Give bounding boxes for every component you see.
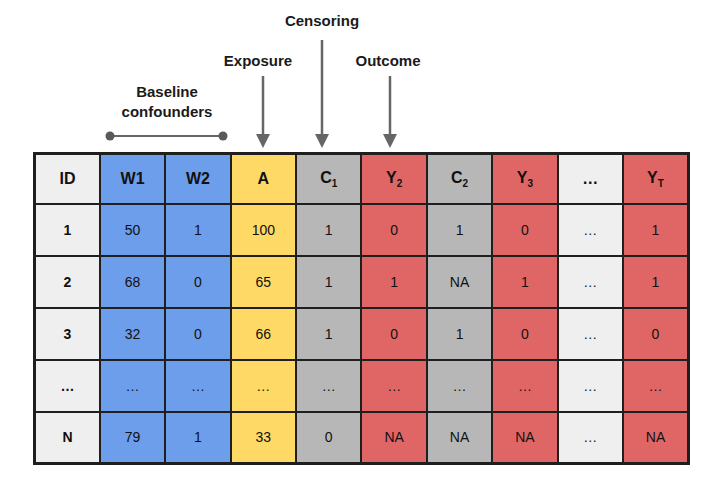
cell-y3-row5: NA [492, 412, 557, 464]
cell-a-row5: 33 [231, 412, 296, 464]
cell-yt-row3: 0 [623, 308, 688, 360]
cell-w1-row2: 68 [100, 256, 165, 308]
cell-c1-row4: … [296, 360, 361, 412]
cell-dots-row3: … [558, 308, 623, 360]
cell-yt-row2: 1 [623, 256, 688, 308]
header-cell-c2: C2 [427, 154, 492, 204]
header-row: IDW1W2AC1Y2C2Y3…YT [35, 154, 689, 204]
cell-y3-row2: 1 [492, 256, 557, 308]
table-row-3: 3320661010…0 [35, 308, 689, 360]
cell-dots-row5: … [558, 412, 623, 464]
header-cell-y3: Y3 [492, 154, 557, 204]
cell-id-row4: … [35, 360, 100, 412]
cell-dots-row1: … [558, 204, 623, 256]
cell-c2-row4: … [427, 360, 492, 412]
header-cell-w1: W1 [100, 154, 165, 204]
cell-w2-row5: 1 [165, 412, 230, 464]
exposure-label: Exposure [198, 51, 318, 71]
header-cell-w2: W2 [165, 154, 230, 204]
header-cell-yt: YT [623, 154, 688, 204]
baseline-label-line1: Baseline [136, 83, 198, 100]
cell-y2-row5: NA [361, 412, 426, 464]
outcome-label: Outcome [328, 51, 448, 71]
cell-w1-row1: 50 [100, 204, 165, 256]
cell-c1-row2: 1 [296, 256, 361, 308]
baseline-span-icon [106, 132, 228, 141]
cell-dots-row4: … [558, 360, 623, 412]
cell-c1-row3: 1 [296, 308, 361, 360]
cell-a-row3: 66 [231, 308, 296, 360]
cell-c2-row3: 1 [427, 308, 492, 360]
cell-id-row5: N [35, 412, 100, 464]
cell-y2-row4: … [361, 360, 426, 412]
table-row-…: ………………………… [35, 360, 689, 412]
cell-w1-row5: 79 [100, 412, 165, 464]
cell-c1-row1: 1 [296, 204, 361, 256]
outcome-arrow-icon [383, 76, 397, 148]
data-table: IDW1W2AC1Y2C2Y3…YT 15011001010…126806511… [33, 152, 690, 465]
cell-a-row2: 65 [231, 256, 296, 308]
cell-w1-row4: … [100, 360, 165, 412]
cell-y2-row2: 1 [361, 256, 426, 308]
header-cell-a: A [231, 154, 296, 204]
cell-y2-row1: 0 [361, 204, 426, 256]
header-cell-dots: … [558, 154, 623, 204]
cell-yt-row1: 1 [623, 204, 688, 256]
cell-c2-row5: NA [427, 412, 492, 464]
cell-yt-row5: NA [623, 412, 688, 464]
figure-longitudinal-data-table: Censoring Exposure Outcome Baseline conf… [0, 0, 724, 485]
table-row-2: 26806511NA1…1 [35, 256, 689, 308]
baseline-label-line2: confounders [122, 103, 213, 120]
cell-id-row3: 3 [35, 308, 100, 360]
cell-w1-row3: 32 [100, 308, 165, 360]
exposure-arrow-icon [256, 76, 270, 148]
cell-y3-row4: … [492, 360, 557, 412]
cell-a-row4: … [231, 360, 296, 412]
cell-w2-row1: 1 [165, 204, 230, 256]
cell-y3-row3: 0 [492, 308, 557, 360]
table-header: IDW1W2AC1Y2C2Y3…YT [35, 154, 689, 204]
cell-c2-row2: NA [427, 256, 492, 308]
cell-y2-row3: 0 [361, 308, 426, 360]
cell-w2-row3: 0 [165, 308, 230, 360]
table-row-n: N791330NANANA…NA [35, 412, 689, 464]
cell-id-row2: 2 [35, 256, 100, 308]
cell-id-row1: 1 [35, 204, 100, 256]
censoring-label: Censoring [262, 11, 382, 31]
cell-yt-row4: … [623, 360, 688, 412]
cell-w2-row4: … [165, 360, 230, 412]
cell-w2-row2: 0 [165, 256, 230, 308]
cell-c1-row5: 0 [296, 412, 361, 464]
cell-c2-row1: 1 [427, 204, 492, 256]
header-cell-c1: C1 [296, 154, 361, 204]
cell-dots-row2: … [558, 256, 623, 308]
header-cell-id: ID [35, 154, 100, 204]
table-row-1: 15011001010…1 [35, 204, 689, 256]
cell-a-row1: 100 [231, 204, 296, 256]
cell-y3-row1: 0 [492, 204, 557, 256]
header-cell-y2: Y2 [361, 154, 426, 204]
table-body: 15011001010…126806511NA1…13320661010…0……… [35, 204, 689, 464]
baseline-confounders-label: Baseline confounders [107, 82, 227, 122]
